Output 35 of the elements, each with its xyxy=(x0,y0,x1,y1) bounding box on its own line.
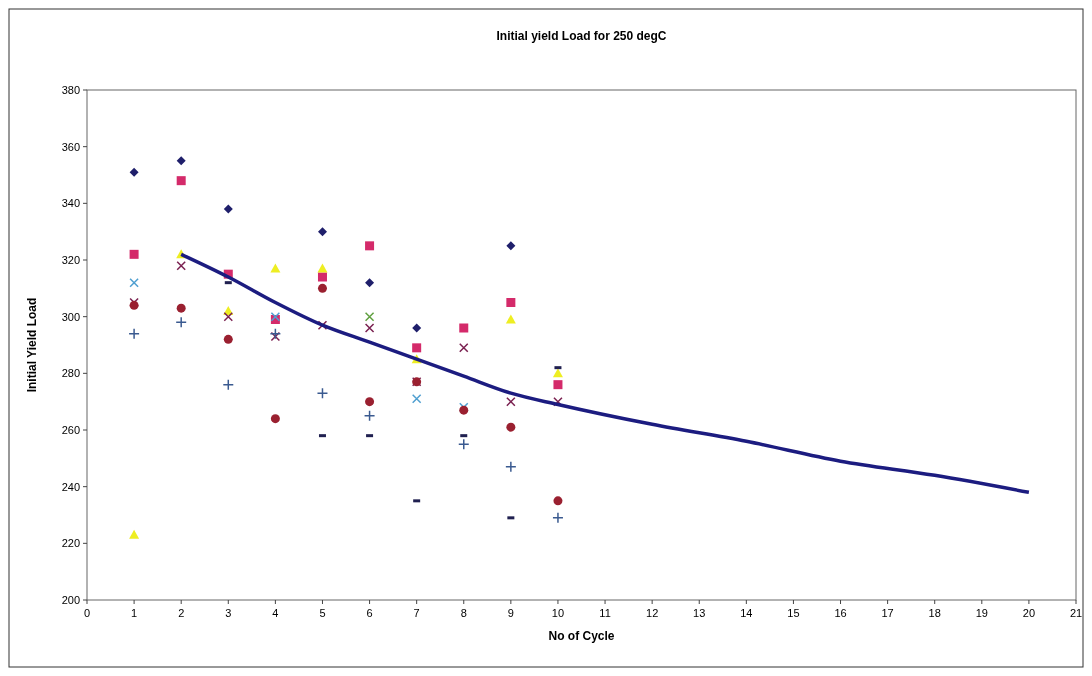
x-tick-label: 17 xyxy=(881,607,894,619)
x-tick-label: 4 xyxy=(272,607,279,619)
x-tick-label: 8 xyxy=(460,607,467,619)
y-axis-title: Initial Yield Load xyxy=(25,297,39,393)
y-tick-label: 280 xyxy=(61,367,80,380)
y-tick-label: 340 xyxy=(61,197,80,210)
y-tick-label: 360 xyxy=(61,140,80,153)
chart-title: Initial yield Load for 250 degC xyxy=(496,29,667,43)
x-tick-label: 1 xyxy=(131,607,138,619)
x-tick-label: 3 xyxy=(225,607,232,619)
x-tick-label: 7 xyxy=(413,607,420,619)
x-tick-label: 5 xyxy=(319,607,326,619)
y-tick-label: 300 xyxy=(61,310,80,323)
y-tick-label: 220 xyxy=(61,537,80,550)
x-tick-label: 11 xyxy=(599,607,611,619)
x-tick-label: 21 xyxy=(1069,607,1083,619)
x-tick-label: 20 xyxy=(1022,607,1036,619)
x-axis-title: No of Cycle xyxy=(548,629,615,643)
x-tick-label: 6 xyxy=(366,607,373,619)
x-tick-label: 9 xyxy=(507,607,514,619)
y-tick-label: 260 xyxy=(61,423,80,436)
y-tick-label: 320 xyxy=(61,253,80,266)
x-tick-label: 14 xyxy=(740,607,753,619)
x-tick-label: 2 xyxy=(178,607,185,619)
y-tick-label: 380 xyxy=(61,83,80,96)
y-tick-label: 240 xyxy=(61,480,80,493)
y-tick-label: 200 xyxy=(61,593,80,606)
x-tick-label: 10 xyxy=(551,607,565,619)
x-tick-label: 13 xyxy=(693,607,706,619)
x-tick-label: 12 xyxy=(646,607,659,619)
x-tick-label: 0 xyxy=(83,607,91,619)
x-tick-label: 15 xyxy=(787,607,800,619)
x-tick-label: 18 xyxy=(928,607,941,619)
x-tick-label: 16 xyxy=(834,607,847,619)
x-tick-label: 19 xyxy=(975,607,988,619)
